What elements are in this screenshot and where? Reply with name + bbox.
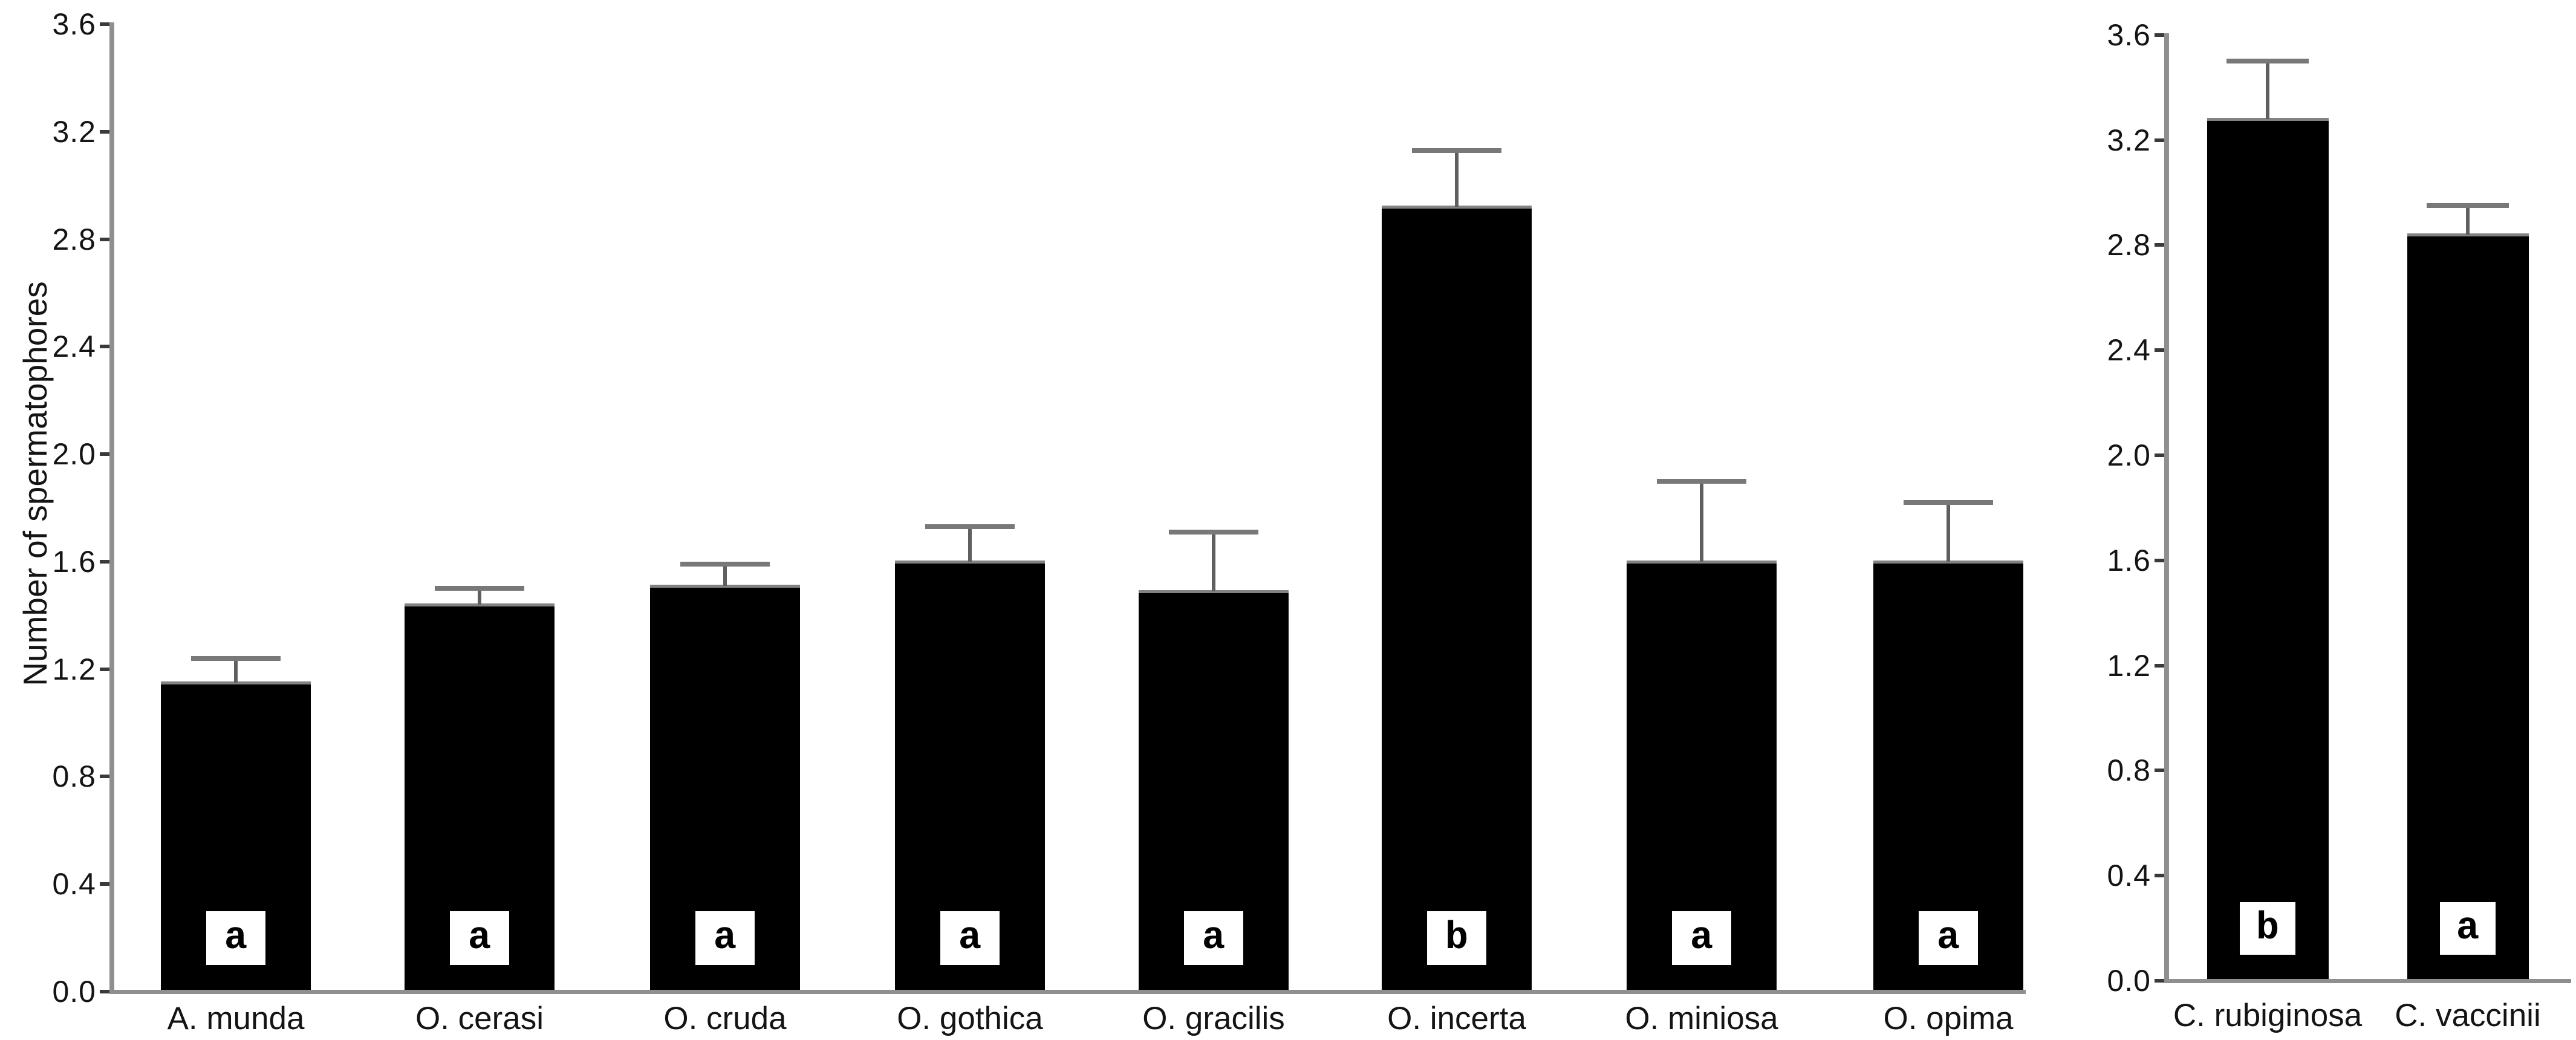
y-axis-line-right [2164,33,2169,983]
error-bar-stem-c-rubiginosa [2266,61,2269,119]
y-tick-mark [100,345,109,349]
sig-letter-a-a-munda: a [206,911,265,965]
sig-letter-a-o-opima: a [1919,911,1978,965]
y-tick-label: 3.2 [52,114,96,149]
y-tick-label: 0.0 [52,975,96,1009]
x-category-label-o-incerta: O. incerta [1387,1001,1526,1036]
error-bar-cap-o-incerta [1412,148,1501,154]
bar-top-edge-c-vaccinii [2407,233,2529,237]
y-tick-mark [100,452,109,457]
x-axis-line-left [109,990,2026,994]
y-tick-mark [100,129,109,134]
y-tick-label: 1.2 [52,652,96,686]
y-tick-label: 0.4 [2107,859,2151,893]
x-category-label-o-cerasi: O. cerasi [415,1001,544,1036]
y-tick-label: 0.8 [52,759,96,794]
y-tick-label: 1.6 [2107,543,2151,577]
y-tick-label: 1.6 [52,544,96,579]
error-bar-cap-a-munda [191,655,281,661]
x-category-label-o-opima: O. opima [1883,1001,2014,1036]
y-tick-label: 2.4 [52,330,96,364]
x-category-label-o-gracilis: O. gracilis [1142,1001,1285,1036]
y-tick-mark [2155,138,2164,142]
x-category-label-o-miniosa: O. miniosa [1625,1001,1778,1036]
y-tick-label: 3.2 [2107,123,2151,157]
error-bar-stem-o-cruda [723,564,727,586]
bar-o-incerta [1382,207,1532,992]
y-tick-mark [2155,874,2164,878]
y-tick-label: 2.8 [2107,228,2151,262]
y-tick-label: 2.8 [52,222,96,256]
x-category-label-a-munda: A. munda [167,1001,305,1036]
error-bar-stem-o-cerasi [478,588,481,605]
sig-letter-a-o-cruda: a [695,911,755,965]
y-tick-mark [100,22,109,27]
sig-letter-a-o-miniosa: a [1672,911,1731,965]
x-category-label-o-cruda: O. cruda [663,1001,787,1036]
bar-top-edge-a-munda [161,681,311,684]
bar-top-edge-o-gracilis [1139,590,1289,593]
sig-letter-b-o-incerta: b [1427,911,1486,965]
y-tick-label: 2.0 [2107,438,2151,472]
y-tick-mark [2155,348,2164,353]
x-category-label-c-rubiginosa: C. rubiginosa [2173,998,2363,1033]
y-tick-mark [100,775,109,779]
y-tick-label: 2.0 [52,437,96,472]
error-bar-stem-o-gothica [968,527,972,562]
bar-top-edge-o-opima [1873,560,2023,564]
bar-top-edge-o-cruda [650,584,800,588]
y-tick-label: 0.8 [2107,753,2151,788]
y-tick-mark [2155,243,2164,247]
error-bar-cap-o-miniosa [1657,478,1746,484]
bar-top-edge-c-rubiginosa [2207,117,2329,121]
y-tick-mark [2155,558,2164,562]
error-bar-stem-o-opima [1947,502,1950,562]
x-axis-line-right [2164,979,2571,983]
y-tick-mark [100,559,109,564]
error-bar-stem-o-incerta [1455,151,1459,207]
sig-letter-a-c-vaccinii: a [2440,902,2496,955]
y-tick-mark [2155,979,2164,983]
x-category-label-o-gothica: O. gothica [897,1001,1043,1036]
bar-c-vaccinii [2407,235,2529,981]
sig-letter-b-c-rubiginosa: b [2240,902,2295,955]
bar-top-edge-o-gothica [895,560,1045,564]
y-tick-mark [2155,663,2164,668]
error-bar-cap-o-gothica [925,524,1015,530]
y-tick-mark [100,667,109,671]
bar-top-edge-o-cerasi [405,603,555,607]
y-tick-label: 0.0 [2107,964,2151,998]
y-tick-label: 3.6 [52,7,96,42]
y-tick-label: 0.4 [52,867,96,902]
error-bar-stem-a-munda [234,658,238,683]
y-axis-line-left [109,22,114,994]
y-tick-mark [2155,769,2164,773]
sig-letter-a-o-gothica: a [940,911,1000,965]
y-tick-mark [100,882,109,886]
bar-c-rubiginosa [2207,119,2329,981]
error-bar-cap-o-cerasi [435,586,524,591]
y-tick-label: 1.2 [2107,648,2151,683]
sig-letter-a-o-gracilis: a [1184,911,1243,965]
sig-letter-a-o-cerasi: a [450,911,509,965]
bar-top-edge-o-miniosa [1627,560,1777,564]
error-bar-stem-c-vaccinii [2466,206,2470,235]
error-bar-cap-o-gracilis [1169,530,1258,535]
y-tick-label: 3.6 [2107,18,2151,52]
y-tick-mark [2155,33,2164,37]
error-bar-cap-o-opima [1904,500,1993,505]
x-category-label-c-vaccinii: C. vaccinii [2395,998,2541,1033]
y-tick-mark [2155,453,2164,457]
bar-top-edge-o-incerta [1382,206,1532,209]
error-bar-cap-c-rubiginosa [2226,59,2309,64]
error-bar-stem-o-gracilis [1212,532,1215,591]
error-bar-cap-c-vaccinii [2427,203,2509,209]
error-bar-cap-o-cruda [680,562,770,567]
error-bar-stem-o-miniosa [1700,481,1703,562]
y-tick-label: 2.4 [2107,333,2151,368]
y-tick-mark [100,990,109,993]
y-tick-mark [100,237,109,241]
